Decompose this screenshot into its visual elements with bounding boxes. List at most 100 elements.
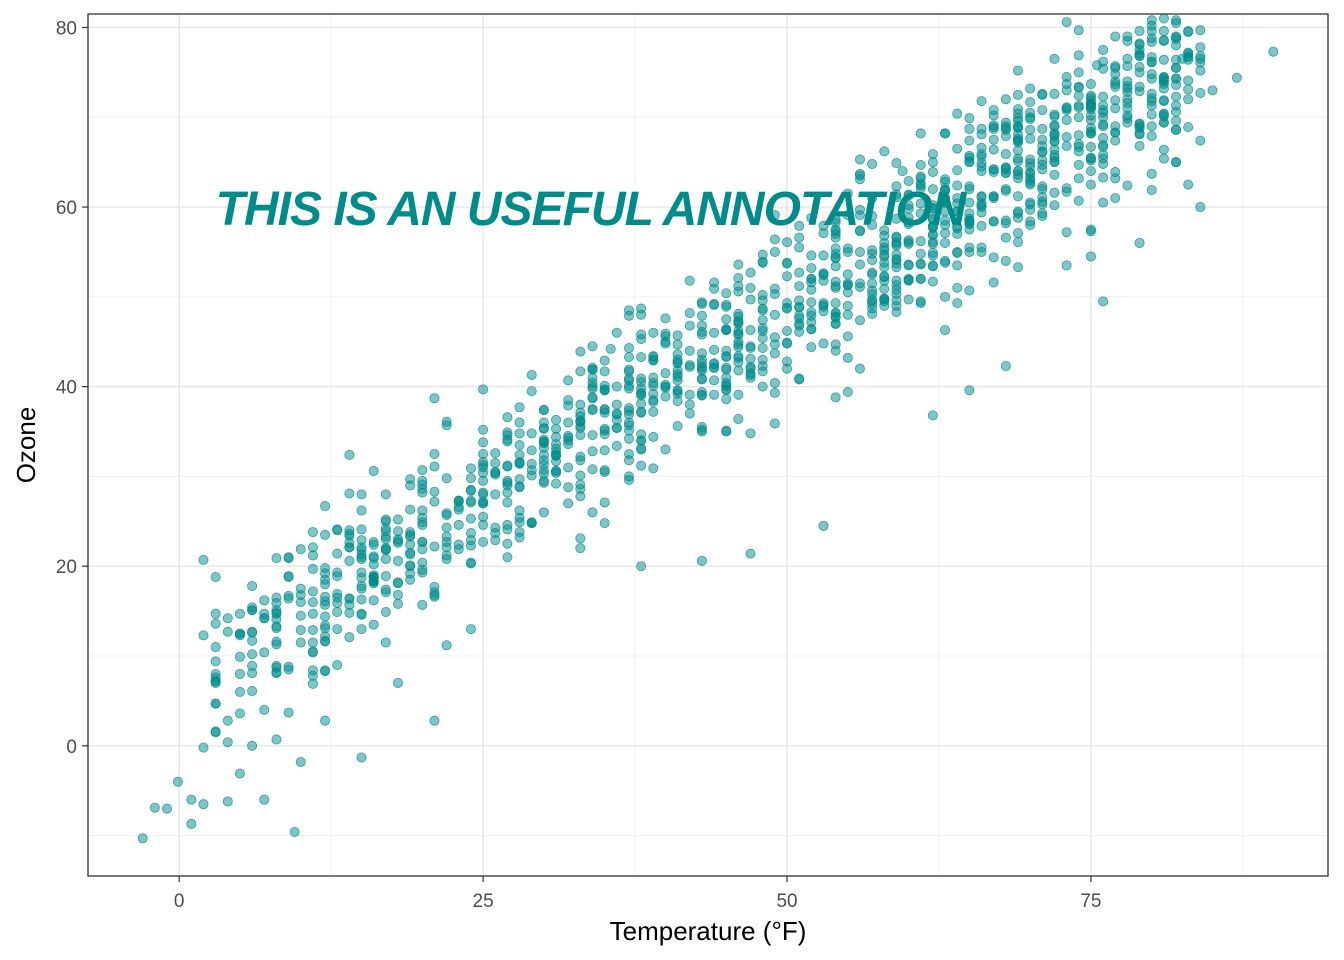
data-point bbox=[429, 461, 440, 472]
data-point bbox=[344, 599, 355, 610]
data-point bbox=[745, 353, 756, 364]
data-point bbox=[903, 274, 914, 285]
data-point bbox=[441, 542, 452, 553]
x-axis-ticks: 0 25 50 75 bbox=[174, 876, 1102, 912]
data-point bbox=[234, 608, 245, 619]
data-point bbox=[478, 424, 489, 435]
data-point bbox=[380, 554, 391, 565]
data-point bbox=[344, 449, 355, 460]
data-point bbox=[1061, 17, 1072, 28]
data-point bbox=[976, 242, 987, 253]
data-point bbox=[915, 258, 926, 269]
data-point bbox=[611, 422, 622, 433]
data-point bbox=[867, 308, 878, 319]
data-point bbox=[684, 320, 695, 331]
data-point bbox=[1158, 79, 1169, 90]
data-point bbox=[441, 640, 452, 651]
data-point bbox=[1183, 94, 1194, 105]
data-point bbox=[1061, 132, 1072, 143]
data-point bbox=[721, 288, 732, 299]
data-point bbox=[538, 417, 549, 428]
data-point bbox=[441, 416, 452, 427]
data-point bbox=[794, 267, 805, 278]
data-point bbox=[1025, 199, 1036, 210]
data-point bbox=[976, 151, 987, 162]
data-point bbox=[769, 332, 780, 343]
data-point bbox=[405, 547, 416, 558]
data-point bbox=[927, 410, 938, 421]
data-point bbox=[842, 300, 853, 311]
data-point bbox=[259, 794, 270, 805]
data-point bbox=[465, 540, 476, 551]
data-point bbox=[964, 181, 975, 192]
y-tick-label: 20 bbox=[56, 557, 77, 578]
data-point bbox=[1171, 106, 1182, 117]
data-point bbox=[988, 191, 999, 202]
data-point bbox=[551, 447, 562, 458]
data-point bbox=[1073, 173, 1084, 184]
data-point bbox=[441, 531, 452, 542]
data-point bbox=[526, 369, 537, 380]
data-point bbox=[210, 571, 221, 582]
data-point bbox=[1171, 124, 1182, 135]
data-point bbox=[1085, 224, 1096, 235]
data-point bbox=[745, 428, 756, 439]
data-point bbox=[976, 207, 987, 218]
y-tick-label: 0 bbox=[66, 737, 77, 758]
data-point bbox=[1025, 177, 1036, 188]
data-point bbox=[1013, 169, 1024, 180]
data-point bbox=[891, 192, 902, 203]
data-point bbox=[696, 299, 707, 310]
data-point bbox=[380, 571, 391, 582]
data-point bbox=[854, 170, 865, 181]
data-point bbox=[952, 108, 963, 119]
data-point bbox=[648, 352, 659, 363]
data-point bbox=[1183, 179, 1194, 190]
data-point bbox=[538, 404, 549, 415]
data-point bbox=[818, 250, 829, 261]
data-point bbox=[417, 465, 428, 476]
data-point bbox=[599, 404, 610, 415]
data-point bbox=[806, 212, 817, 223]
data-point bbox=[782, 303, 793, 314]
data-point bbox=[636, 303, 647, 314]
data-point bbox=[684, 361, 695, 372]
data-point bbox=[587, 341, 598, 352]
data-point bbox=[1158, 108, 1169, 119]
data-point bbox=[502, 538, 513, 549]
data-point bbox=[952, 180, 963, 191]
data-point bbox=[1049, 200, 1060, 211]
data-point bbox=[623, 380, 634, 391]
data-point bbox=[1122, 180, 1133, 191]
data-point bbox=[684, 308, 695, 319]
data-point bbox=[940, 193, 951, 204]
data-point bbox=[405, 504, 416, 515]
data-point bbox=[782, 237, 793, 248]
data-point bbox=[295, 544, 306, 555]
data-point bbox=[514, 527, 525, 538]
data-point bbox=[599, 366, 610, 377]
data-point bbox=[915, 128, 926, 139]
data-point bbox=[405, 560, 416, 571]
data-point bbox=[879, 146, 890, 157]
data-point bbox=[332, 525, 343, 536]
data-point bbox=[927, 220, 938, 231]
data-point bbox=[648, 327, 659, 338]
data-point bbox=[465, 473, 476, 484]
data-point bbox=[915, 173, 926, 184]
data-point bbox=[198, 554, 209, 565]
data-point bbox=[502, 552, 513, 563]
data-point bbox=[380, 544, 391, 555]
data-point bbox=[1013, 156, 1024, 167]
data-point bbox=[672, 385, 683, 396]
data-point bbox=[198, 799, 209, 810]
data-point bbox=[623, 475, 634, 486]
data-point bbox=[988, 164, 999, 175]
data-point bbox=[380, 514, 391, 525]
data-point bbox=[1134, 128, 1145, 139]
data-point bbox=[465, 485, 476, 496]
data-point bbox=[210, 727, 221, 738]
data-point bbox=[599, 497, 610, 508]
data-point bbox=[867, 285, 878, 296]
data-point bbox=[1049, 109, 1060, 120]
